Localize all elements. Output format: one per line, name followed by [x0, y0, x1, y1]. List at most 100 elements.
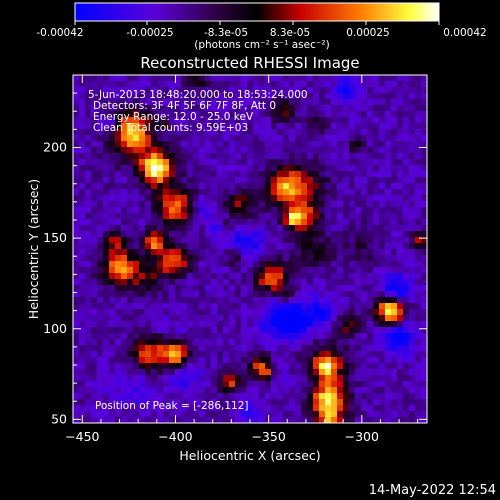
heatmap-pixel [307, 99, 313, 105]
heatmap-pixel [349, 165, 355, 171]
heatmap-pixel [319, 99, 325, 105]
heatmap-pixel [97, 243, 103, 249]
heatmap-pixel [175, 237, 181, 243]
heatmap-pixel [139, 315, 145, 321]
heatmap-pixel [121, 405, 127, 411]
heatmap-pixel [151, 411, 157, 417]
heatmap-pixel [205, 201, 211, 207]
heatmap-pixel [85, 357, 91, 363]
heatmap-pixel [223, 267, 229, 273]
heatmap-pixel [307, 213, 313, 219]
heatmap-pixel [115, 255, 121, 261]
heatmap-pixel [109, 207, 115, 213]
heatmap-pixel [415, 399, 421, 405]
heatmap-pixel [313, 267, 319, 273]
heatmap-pixel [199, 357, 205, 363]
heatmap-pixel [367, 303, 373, 309]
heatmap-pixel [133, 387, 139, 393]
heatmap-pixel [235, 159, 241, 165]
heatmap-pixel [241, 417, 247, 423]
heatmap-pixel [253, 363, 259, 369]
heatmap-pixel [241, 87, 247, 93]
heatmap-pixel [325, 243, 331, 249]
peak-position-label: Position of Peak = [-286,112] [95, 400, 249, 412]
heatmap-pixel [229, 129, 235, 135]
heatmap-pixel [313, 273, 319, 279]
heatmap-pixel [103, 321, 109, 327]
heatmap-pixel [109, 249, 115, 255]
heatmap-pixel [163, 297, 169, 303]
heatmap-pixel [241, 93, 247, 99]
heatmap-pixel [133, 129, 139, 135]
heatmap-pixel [325, 279, 331, 285]
heatmap-pixel [367, 237, 373, 243]
heatmap-pixel [241, 345, 247, 351]
heatmap-pixel [97, 285, 103, 291]
heatmap-pixel [139, 327, 145, 333]
heatmap-pixel [151, 147, 157, 153]
heatmap-pixel [313, 141, 319, 147]
heatmap-pixel [145, 159, 151, 165]
heatmap-pixel [211, 405, 217, 411]
heatmap-pixel [193, 399, 199, 405]
heatmap-pixel [373, 315, 379, 321]
heatmap-pixel [229, 171, 235, 177]
heatmap-pixel [85, 159, 91, 165]
heatmap-pixel [121, 213, 127, 219]
heatmap-pixel [343, 357, 349, 363]
heatmap-pixel [301, 105, 307, 111]
heatmap-pixel [319, 333, 325, 339]
heatmap-pixel [391, 159, 397, 165]
heatmap-pixel [325, 225, 331, 231]
heatmap-pixel [163, 321, 169, 327]
heatmap-pixel [403, 417, 409, 423]
heatmap-pixel [97, 321, 103, 327]
heatmap-pixel [187, 213, 193, 219]
heatmap-pixel [91, 273, 97, 279]
heatmap-pixel [271, 117, 277, 123]
heatmap-pixel [139, 99, 145, 105]
heatmap-pixel [157, 183, 163, 189]
heatmap-pixel [247, 327, 253, 333]
heatmap-pixel [331, 183, 337, 189]
heatmap-pixel [361, 81, 367, 87]
heatmap-pixel [265, 153, 271, 159]
heatmap-pixel [277, 243, 283, 249]
heatmap-pixel [379, 267, 385, 273]
heatmap-pixel [337, 111, 343, 117]
heatmap-pixel [271, 141, 277, 147]
heatmap-pixel [343, 93, 349, 99]
heatmap-pixel [319, 243, 325, 249]
heatmap-pixel [319, 255, 325, 261]
heatmap-pixel [109, 81, 115, 87]
heatmap-pixel [277, 273, 283, 279]
heatmap-pixel [337, 123, 343, 129]
heatmap-pixel [199, 231, 205, 237]
heatmap-pixel [235, 219, 241, 225]
heatmap-pixel [409, 99, 415, 105]
heatmap-pixel [277, 171, 283, 177]
heatmap-pixel [157, 327, 163, 333]
heatmap-pixel [193, 243, 199, 249]
heatmap-pixel [301, 117, 307, 123]
heatmap-pixel [73, 183, 79, 189]
heatmap-pixel [361, 99, 367, 105]
heatmap-pixel [241, 393, 247, 399]
heatmap-pixel [349, 171, 355, 177]
heatmap-pixel [325, 183, 331, 189]
heatmap-pixel [259, 117, 265, 123]
heatmap-pixel [253, 375, 259, 381]
heatmap-pixel [343, 309, 349, 315]
heatmap-pixel [247, 159, 253, 165]
heatmap-pixel [241, 237, 247, 243]
heatmap-pixel [127, 369, 133, 375]
heatmap-pixel [145, 345, 151, 351]
heatmap-pixel [289, 375, 295, 381]
heatmap-pixel [85, 327, 91, 333]
heatmap-pixel [91, 393, 97, 399]
heatmap-pixel [181, 267, 187, 273]
heatmap-pixel [373, 417, 379, 423]
heatmap-pixel [157, 369, 163, 375]
heatmap-pixel [217, 273, 223, 279]
heatmap-pixel [181, 177, 187, 183]
